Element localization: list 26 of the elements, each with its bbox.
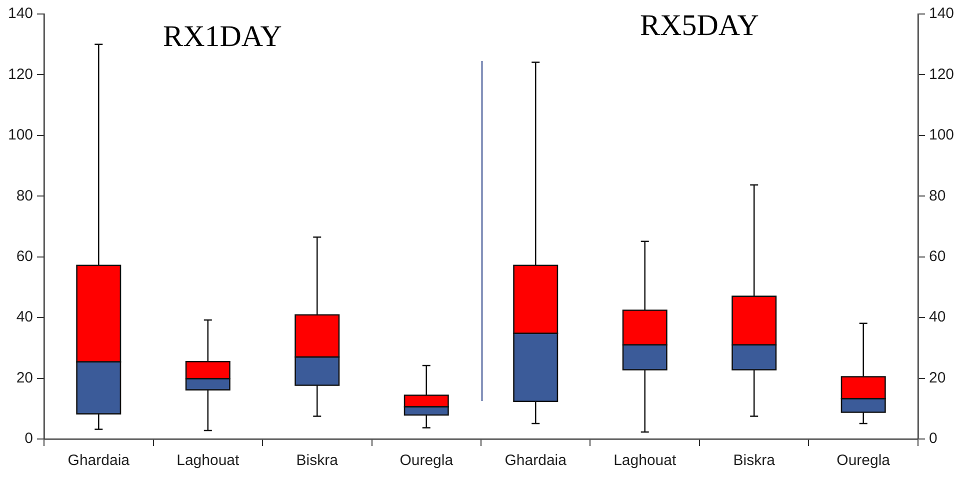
y-tick-label: 40 bbox=[16, 308, 34, 326]
y2-tick-label: 60 bbox=[928, 248, 946, 265]
x-tick-label: Laghouat bbox=[614, 452, 677, 470]
annotation: RX5DAY bbox=[640, 8, 759, 42]
y-tick-label: 0 bbox=[24, 430, 34, 448]
x-tick-label: Ghardaia bbox=[504, 452, 568, 470]
y2-tick-label: 100 bbox=[928, 126, 954, 144]
y-tick-label: 60 bbox=[16, 248, 34, 265]
y2-tick-label: 120 bbox=[928, 66, 954, 83]
x-tick-label: Ghardaia bbox=[68, 452, 130, 470]
y2-tick-label: 20 bbox=[928, 369, 946, 386]
y-tick-label: 20 bbox=[16, 369, 34, 386]
y2-tick-label: 0 bbox=[928, 430, 938, 448]
x-tick-label: Ouregla bbox=[836, 452, 891, 470]
y-tick-label: 120 bbox=[8, 66, 34, 83]
y-tick-label: 140 bbox=[8, 5, 34, 22]
x-tick-label: Laghouat bbox=[176, 452, 240, 470]
y2-tick-label: 140 bbox=[928, 5, 954, 22]
y-tick-label: 80 bbox=[16, 187, 34, 204]
x-tick-label: Biskra bbox=[296, 452, 339, 470]
y2-tick-label: 80 bbox=[928, 187, 946, 204]
annotation: RX1DAY bbox=[163, 20, 282, 53]
y-tick-label: 100 bbox=[8, 126, 34, 144]
y2-tick-label: 40 bbox=[928, 308, 946, 326]
x-tick-label: Ouregla bbox=[400, 452, 454, 470]
x-tick-label: Biskra bbox=[733, 452, 776, 470]
